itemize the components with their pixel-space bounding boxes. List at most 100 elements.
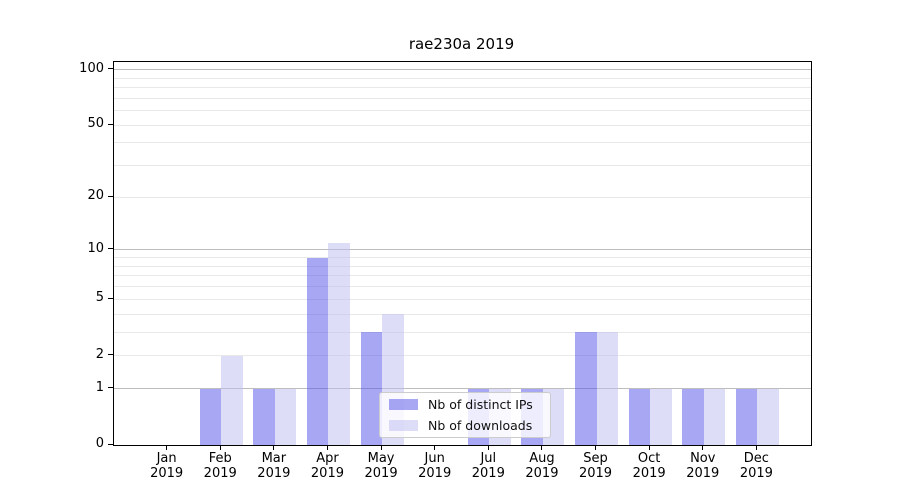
x-tick-year: 2019 — [310, 466, 344, 481]
x-tick — [434, 445, 436, 450]
y-tick — [108, 68, 113, 70]
x-tick-year: 2019 — [578, 466, 613, 481]
y-tick-label: 10 — [87, 240, 104, 256]
x-tick-label: May 2019 — [349, 451, 413, 481]
y-tick-label: 20 — [87, 188, 104, 204]
x-tick-month: Aug — [529, 451, 555, 466]
x-tick-month: Jun — [424, 451, 445, 466]
x-tick-month: Apr — [316, 451, 339, 466]
bar-distinct-ips-mar — [253, 388, 275, 445]
legend-item-downloads: Nb of downloads — [389, 418, 550, 433]
y-tick — [108, 443, 113, 445]
x-tick — [219, 445, 221, 450]
x-tick-label: Jul 2019 — [456, 451, 520, 481]
x-tick-month: Jan — [156, 451, 177, 466]
legend-item-distinct-ips: Nb of distinct IPs — [389, 397, 550, 412]
x-tick-year: 2019 — [686, 466, 720, 481]
gridline-minor — [114, 331, 811, 333]
bar-downloads-oct — [650, 388, 672, 445]
gridline-major — [114, 388, 811, 390]
x-tick-label: Mar 2019 — [242, 451, 306, 481]
bar-downloads-mar — [274, 388, 297, 445]
y-tick — [108, 387, 113, 389]
gridline-minor — [114, 275, 811, 277]
x-tick — [166, 445, 168, 450]
bar-distinct-ips-may — [360, 332, 383, 445]
x-tick-year: 2019 — [418, 466, 452, 481]
x-tick-month: Oct — [637, 451, 661, 466]
bar-downloads-apr — [328, 242, 350, 445]
bar-downloads-sep — [596, 332, 618, 445]
x-tick — [541, 445, 543, 450]
y-tick — [108, 123, 113, 125]
x-tick-month: Nov — [690, 451, 716, 466]
legend-label-downloads: Nb of downloads — [428, 418, 533, 433]
x-tick-year: 2019 — [150, 466, 184, 481]
y-tick-label: 0 — [95, 436, 104, 451]
x-tick-year: 2019 — [471, 466, 505, 481]
legend: Nb of distinct IPs Nb of downloads — [379, 392, 551, 438]
x-tick-year: 2019 — [632, 466, 666, 481]
x-tick — [380, 445, 382, 450]
gridline-minor — [114, 87, 811, 89]
gridline-minor — [114, 196, 811, 198]
x-tick-month: Jul — [480, 451, 497, 466]
y-tick-label: 100 — [79, 60, 104, 76]
bar-distinct-ips-apr — [307, 257, 329, 445]
x-tick-label: Aug 2019 — [510, 451, 574, 481]
gridline-major — [114, 69, 811, 71]
x-tick-year: 2019 — [525, 466, 559, 481]
x-tick — [755, 445, 757, 450]
chart-title: rae230a 2019 — [408, 35, 515, 53]
gridline-minor — [114, 313, 811, 315]
bar-distinct-ips-sep — [575, 332, 597, 445]
bar-distinct-ips-feb — [199, 388, 222, 445]
legend-swatch-downloads-icon — [389, 420, 418, 431]
y-tick — [108, 195, 113, 197]
x-tick-label: Jan 2019 — [135, 451, 199, 481]
x-tick-label: Sep 2019 — [564, 451, 628, 481]
gridline-minor — [114, 124, 811, 126]
y-tick-label: 50 — [87, 116, 104, 132]
bar-downloads-feb — [221, 355, 243, 445]
x-tick — [702, 445, 704, 450]
y-tick — [108, 297, 113, 299]
gridline-minor — [114, 265, 811, 267]
gridline-minor — [114, 97, 811, 99]
x-tick-label: Jun 2019 — [403, 451, 467, 481]
x-tick — [595, 445, 597, 450]
gridline-major — [114, 249, 811, 251]
y-tick-label: 5 — [95, 290, 104, 306]
x-tick — [487, 445, 489, 450]
x-tick-year: 2019 — [364, 466, 398, 481]
gridline-minor — [114, 257, 811, 259]
bar-downloads-nov — [703, 388, 726, 445]
x-tick-month: Dec — [743, 451, 769, 466]
y-tick — [108, 354, 113, 356]
x-tick-label: Dec 2019 — [724, 451, 788, 481]
bar-distinct-ips-nov — [682, 388, 704, 445]
gridline-minor — [114, 355, 811, 357]
x-tick-label: Apr 2019 — [295, 451, 359, 481]
x-tick-month: Mar — [261, 451, 287, 466]
x-tick — [326, 445, 328, 450]
gridline-minor — [114, 286, 811, 288]
bar-distinct-ips-dec — [735, 388, 758, 445]
x-tick-year: 2019 — [739, 466, 773, 481]
gridline-minor — [114, 110, 811, 112]
x-tick-year: 2019 — [203, 466, 237, 481]
bar-distinct-ips-oct — [628, 388, 651, 445]
gridline-minor — [114, 142, 811, 144]
x-tick-year: 2019 — [257, 466, 291, 481]
x-tick — [273, 445, 275, 450]
x-tick — [648, 445, 650, 450]
legend-swatch-distinct-ips-icon — [389, 399, 418, 410]
y-tick-label: 2 — [95, 346, 104, 362]
y-tick — [108, 248, 113, 250]
gridline-minor — [114, 165, 811, 167]
bar-downloads-dec — [757, 388, 779, 445]
x-tick-label: Oct 2019 — [617, 451, 681, 481]
gridline-minor — [114, 298, 811, 300]
gridline-minor — [114, 77, 811, 79]
